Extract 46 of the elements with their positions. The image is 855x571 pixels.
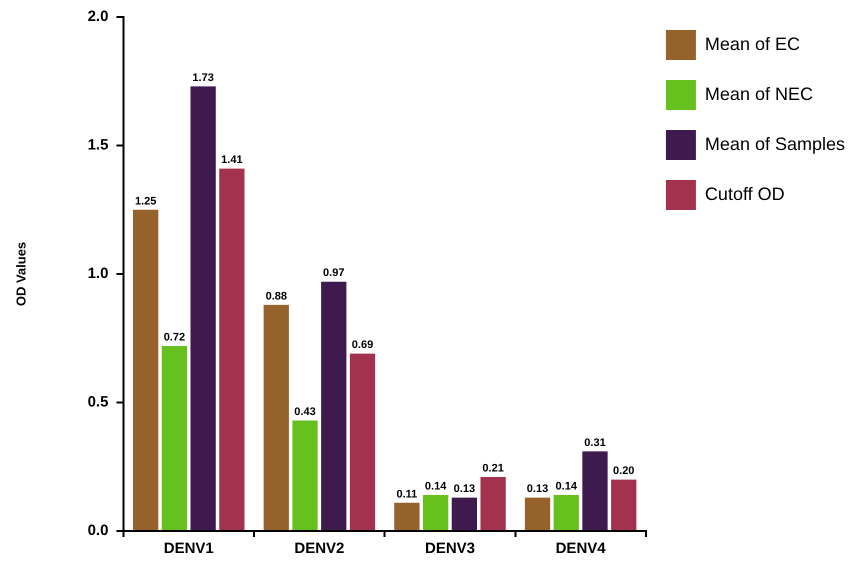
y-tick-label: 1.5 bbox=[88, 136, 108, 154]
data-label: 0.11 bbox=[396, 488, 418, 500]
y-tick-label: 0.5 bbox=[88, 394, 108, 411]
legend-label: Mean of Samples bbox=[704, 134, 846, 154]
y-tick-label: 2.0 bbox=[88, 8, 108, 26]
data-label: 0.31 bbox=[584, 436, 606, 449]
data-label: 0.72 bbox=[164, 331, 186, 344]
bar bbox=[611, 480, 636, 530]
data-label: 1.25 bbox=[134, 195, 156, 208]
bar bbox=[219, 168, 245, 530]
bar bbox=[264, 304, 289, 530]
bar bbox=[133, 210, 158, 530]
x-tick-label: DENV3 bbox=[424, 540, 476, 558]
y-axis-title: OD Values bbox=[13, 242, 28, 306]
data-label: 0.88 bbox=[266, 290, 287, 302]
bar bbox=[452, 498, 478, 530]
data-label: 0.43 bbox=[294, 406, 316, 418]
data-label: 0.14 bbox=[556, 480, 578, 493]
bar bbox=[524, 498, 550, 530]
x-tick-label: DENV1 bbox=[164, 540, 214, 558]
data-label: 0.20 bbox=[613, 465, 634, 478]
data-label: 0.13 bbox=[454, 483, 476, 496]
data-label: 0.14 bbox=[424, 480, 448, 493]
bar bbox=[321, 282, 346, 530]
data-label: 0.97 bbox=[323, 267, 344, 280]
data-label: 0.21 bbox=[482, 462, 504, 475]
y-tick-label: 0.0 bbox=[88, 522, 108, 540]
data-label: 1.73 bbox=[192, 72, 214, 84]
x-tick-label: DENV2 bbox=[294, 540, 344, 558]
bar bbox=[480, 477, 506, 530]
data-label: 0.69 bbox=[352, 339, 374, 352]
bar bbox=[582, 451, 608, 530]
legend-label: Mean of NEC bbox=[704, 84, 813, 104]
bar bbox=[292, 420, 318, 530]
x-tick-label: DENV4 bbox=[556, 540, 606, 558]
legend-label: Cutoff OD bbox=[704, 184, 785, 204]
y-tick-label: 1.0 bbox=[88, 265, 108, 282]
bar bbox=[422, 495, 448, 530]
data-label: 1.41 bbox=[221, 154, 243, 166]
bar bbox=[162, 346, 188, 530]
data-label: 0.13 bbox=[526, 483, 548, 496]
bar bbox=[554, 495, 579, 530]
bar bbox=[190, 86, 216, 530]
bar bbox=[350, 354, 376, 530]
legend-label: Mean of EC bbox=[704, 34, 800, 54]
bar bbox=[394, 502, 420, 530]
